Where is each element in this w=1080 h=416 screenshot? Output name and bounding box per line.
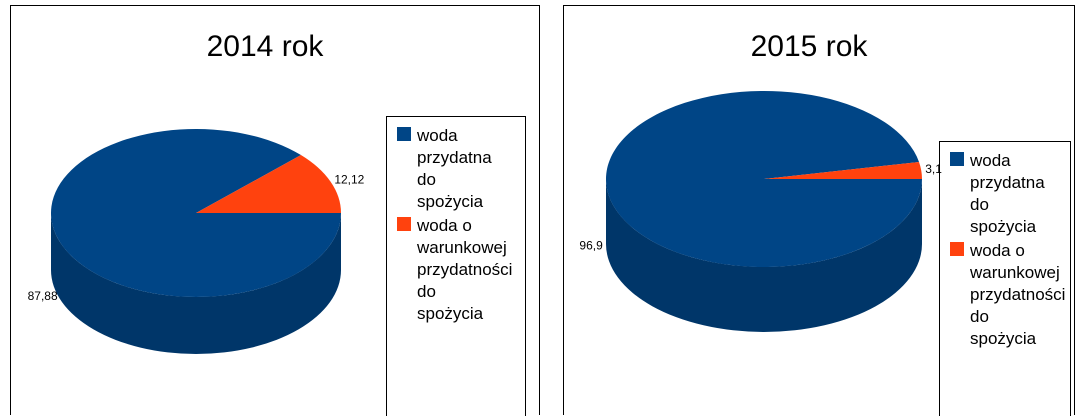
legend-label: woda o warunkowej przydatności do spożyc… xyxy=(970,241,1066,348)
legend-swatch xyxy=(950,242,964,256)
data-label: 87,88 xyxy=(28,289,58,303)
legend: woda przydatna do spożycia woda o warunko… xyxy=(939,141,1071,416)
legend-label: woda przydatna do spożycia xyxy=(417,126,492,211)
legend-entry: woda przydatna do spożycia xyxy=(397,125,519,213)
chart-panel: 2015 rok 96,9 3,1 woda przydatna do spożyci… xyxy=(563,5,1075,416)
legend: woda przydatna do spożycia woda o warunko… xyxy=(386,116,526,416)
chart-title: 2015 rok xyxy=(751,30,869,63)
pie-slice-side xyxy=(51,213,341,354)
data-label: 12,12 xyxy=(334,172,364,186)
legend-swatch xyxy=(397,217,411,231)
chart: 2014 rok 87,88 12,12 xyxy=(28,30,365,354)
legend-entry: woda o warunkowej przydatności do spożyc… xyxy=(397,215,519,325)
legend-swatch xyxy=(397,127,411,141)
legend-label: woda przydatna do spożycia xyxy=(970,151,1045,236)
chart-title: 2014 rok xyxy=(207,30,325,63)
data-label: 96,9 xyxy=(579,239,603,253)
legend-swatch xyxy=(950,152,964,166)
legend-entry: woda przydatna do spożycia xyxy=(950,150,1064,238)
legend-label: woda o warunkowej przydatności do spożyc… xyxy=(417,216,513,323)
pie-slice xyxy=(196,155,341,213)
legend-entry: woda o warunkowej przydatności do spożyc… xyxy=(950,240,1066,350)
chart: 2015 rok 96,9 3,1 xyxy=(579,30,942,332)
pie-slice-side xyxy=(606,179,922,332)
pie-slice xyxy=(764,161,922,179)
chart-panel: 2014 rok 87,88 12,12 woda przydatna do spoż… xyxy=(10,5,540,416)
data-label: 3,1 xyxy=(925,162,942,176)
